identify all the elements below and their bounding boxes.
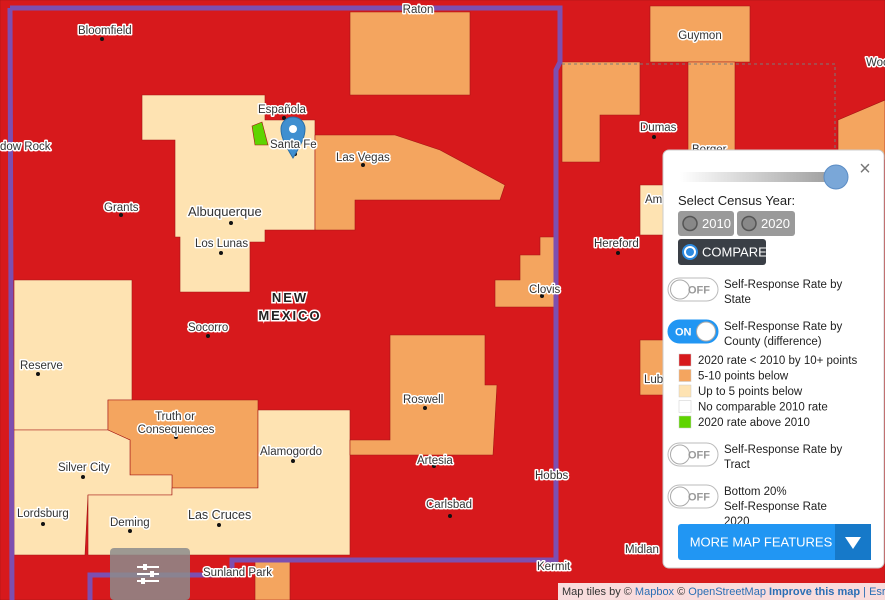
compare-button[interactable]: COMPARE (678, 239, 767, 265)
close-button[interactable]: × (859, 158, 871, 180)
toggle-state: OFF (688, 492, 710, 504)
legend-label: No comparable 2010 rate (698, 402, 828, 414)
text: Kermit (537, 561, 571, 573)
layer-label: Self-Response Rate by Tract (724, 444, 843, 471)
text: Artesia (417, 455, 453, 467)
location-pin[interactable] (280, 116, 306, 159)
text: Española (258, 104, 307, 116)
year-2020[interactable]: 2020 (737, 211, 795, 236)
slider-knob[interactable] (823, 164, 849, 190)
text: Roswell (403, 394, 443, 406)
legend-swatch (678, 384, 692, 398)
text: Las Vegas (336, 152, 390, 164)
text: Map tiles by © (562, 586, 632, 598)
year-title: Select Census Year: (678, 193, 795, 208)
text: Socorro (188, 322, 228, 334)
toggle-state: ON (675, 327, 692, 339)
text: COMPARE (702, 245, 767, 260)
attribution: Map tiles by © Mapbox © OpenStreetMap Im… (558, 583, 885, 600)
text: MEXICO (258, 308, 321, 323)
text: © (677, 586, 685, 598)
text: OpenStreetMap (688, 586, 766, 598)
text: 2010 (702, 216, 731, 231)
toggle-state: OFF (688, 285, 710, 297)
text: Santa Fe (270, 139, 317, 151)
legend-swatch (678, 369, 692, 382)
text: Lordsburg (17, 508, 69, 520)
text: Bloomfield (78, 25, 132, 37)
text: Raton (403, 4, 434, 16)
svg-text:Map tiles by © Mapbox © OpenSt: Map tiles by © Mapbox © OpenStreetMap Im… (562, 586, 885, 598)
text: Guymon (678, 30, 721, 42)
text: Reserve (20, 360, 63, 372)
layer-toggle[interactable]: ON Self-Response Rate by County (differenc… (667, 319, 843, 348)
text: Mapbox (635, 586, 675, 598)
layer-label: Self-Response Rate by State (724, 279, 843, 306)
text: Hereford (594, 238, 639, 250)
filter-button[interactable] (110, 548, 190, 600)
toggle-knob (696, 321, 716, 342)
text: Silver City (58, 462, 110, 474)
text: | Esri (863, 586, 885, 598)
text: Sunland Park (203, 567, 272, 579)
year-2010[interactable]: 2010 (678, 211, 734, 236)
legend-label: Up to 5 points below (698, 386, 803, 398)
legend-label: 5-10 points below (698, 371, 789, 383)
text: Alamogordo (260, 446, 322, 458)
text: Deming (110, 517, 150, 529)
text: Consequences (138, 424, 215, 436)
layer-toggle[interactable]: OFF Self-Response Rate by Tract (667, 442, 843, 471)
toggle-knob (670, 486, 690, 507)
text: Woo (866, 57, 885, 69)
text: Los Lunas (195, 238, 248, 250)
text: MORE MAP FEATURES (690, 535, 833, 550)
legend-swatch (678, 400, 692, 413)
text: dow Rock (0, 141, 51, 153)
text: Grants (104, 202, 139, 214)
text: Las Cruces (188, 508, 251, 522)
layer-label: Self-Response Rate by County (difference) (724, 321, 843, 348)
legend-label: 2020 rate < 2010 by 10+ points (698, 355, 857, 367)
control-panel: × Select Census Year: 2010 2020 COMPARE … (662, 149, 885, 569)
text: Truth or (155, 411, 195, 423)
legend-label: 2020 rate above 2010 (698, 417, 810, 429)
text: Clovis (529, 284, 561, 296)
text: Am (645, 194, 662, 206)
more-features-button[interactable]: MORE MAP FEATURES (678, 524, 871, 560)
text: Hobbs (535, 470, 568, 482)
toggle-knob (670, 279, 690, 300)
text: Albuquerque (188, 204, 262, 219)
opacity-slider[interactable] (680, 172, 840, 182)
legend-swatch (678, 415, 692, 429)
text: Carlsbad (426, 499, 472, 511)
text: Dumas (640, 122, 677, 134)
text: NEW (272, 290, 308, 305)
place-labels: Raton Guymon Woo Bloomfield Española San… (0, 3, 885, 581)
text: Improve this map (769, 586, 860, 598)
toggle-knob (670, 444, 690, 465)
layer-toggle[interactable]: OFF Self-Response Rate by State (667, 277, 843, 306)
toggle-state: OFF (688, 450, 710, 462)
legend-swatch (678, 353, 692, 367)
text: 2020 (761, 216, 790, 231)
text: Midlan (625, 544, 659, 556)
